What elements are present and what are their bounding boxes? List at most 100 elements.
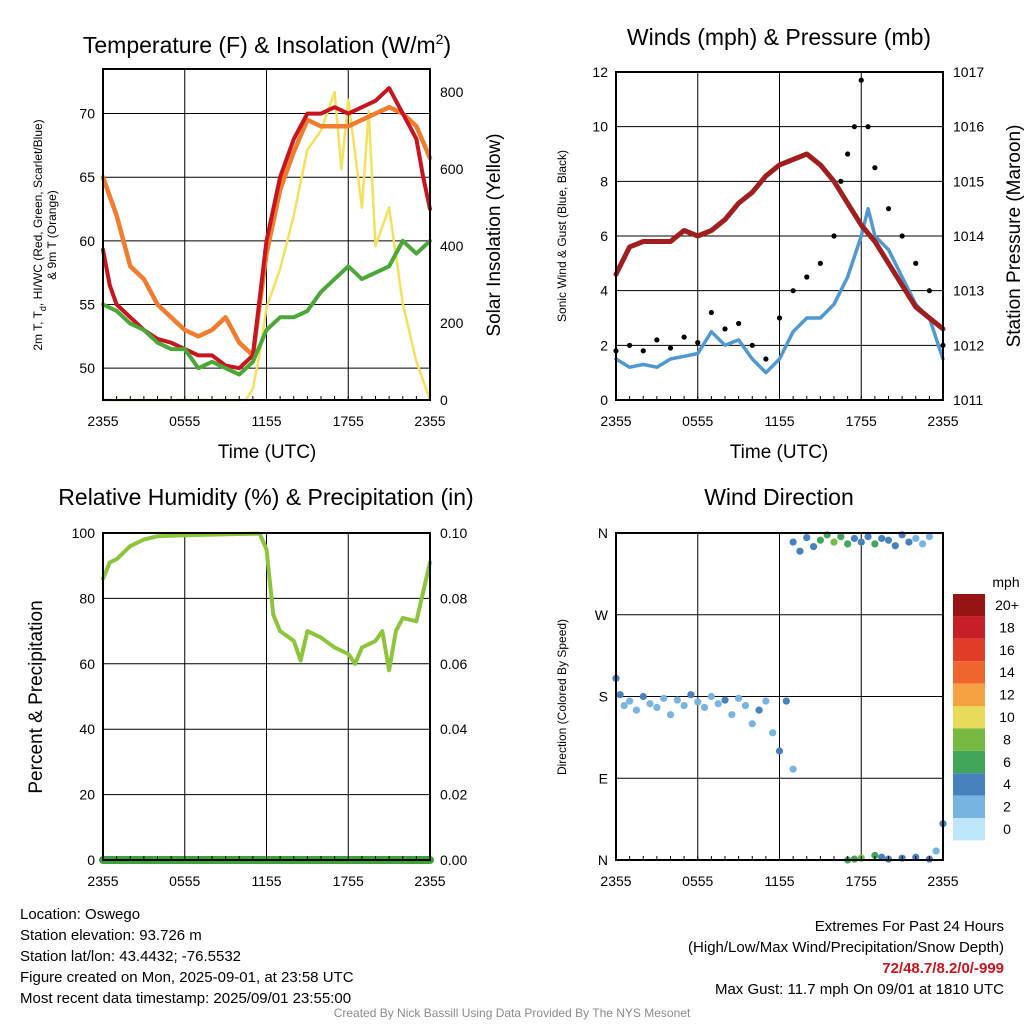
station-latlon: Station lat/lon: 43.4432; -76.5532 bbox=[20, 948, 242, 965]
dir-point bbox=[775, 747, 784, 755]
wind-title: Winds (mph) & Pressure (mb) bbox=[627, 24, 931, 50]
dir-point bbox=[884, 536, 893, 544]
dir-point bbox=[700, 703, 709, 712]
dir-point bbox=[789, 538, 797, 546]
dir-y-tick-label: E bbox=[599, 770, 608, 786]
wind-xlabel: Time (UTC) bbox=[730, 442, 829, 463]
rh-x-tick-label: 0555 bbox=[169, 873, 200, 889]
temp-y-tick-label: 50 bbox=[79, 360, 95, 376]
legend-label: 20+ bbox=[995, 597, 1019, 613]
wind-gust-point bbox=[865, 124, 871, 130]
wind-gust-point bbox=[790, 288, 796, 294]
wind-gust-point bbox=[736, 320, 742, 327]
wind-y2-tick-label: 1014 bbox=[953, 228, 984, 244]
wind-x-tick-label: 1755 bbox=[846, 413, 877, 429]
wind-y2-tick-label: 1016 bbox=[953, 119, 984, 135]
recent-timestamp: Most recent data timestamp: 2025/09/01 2… bbox=[20, 990, 352, 1007]
rh-title: Relative Humidity (%) & Precipitation (i… bbox=[58, 484, 473, 510]
legend-swatch bbox=[953, 616, 985, 639]
dir-point bbox=[769, 729, 777, 737]
legend-label: 16 bbox=[999, 642, 1015, 658]
temp-x-tick-label: 2355 bbox=[87, 413, 118, 429]
extremes-values: 72/48.7/8.2/0/-999 bbox=[882, 960, 1004, 977]
legend-swatch bbox=[953, 638, 985, 662]
dir-point bbox=[646, 700, 654, 708]
dir-point bbox=[755, 706, 763, 714]
dir-y-tick-label: N bbox=[598, 525, 608, 541]
wind-gust-point bbox=[627, 342, 633, 348]
wind-gust-point bbox=[913, 260, 919, 266]
legend-swatch bbox=[953, 795, 985, 818]
dir-point bbox=[932, 847, 940, 855]
legend-swatch bbox=[953, 773, 985, 796]
dir-point bbox=[626, 697, 634, 705]
dir-point bbox=[837, 533, 845, 541]
wind-gust-point bbox=[926, 288, 932, 294]
temp-xlabel: Time (UTC) bbox=[218, 442, 317, 463]
temp-y-tick-label: 60 bbox=[79, 233, 95, 249]
dir-point bbox=[721, 696, 729, 704]
dir-point bbox=[735, 694, 743, 702]
dir-plot-area bbox=[616, 533, 943, 860]
legend-swatch bbox=[953, 706, 985, 729]
temp-y2-tick-label: 800 bbox=[440, 84, 464, 100]
wind-y-tick-label: 10 bbox=[592, 119, 608, 135]
rh-y-tick-label: 0 bbox=[87, 852, 95, 868]
dir-point bbox=[782, 697, 790, 705]
dir-point bbox=[666, 711, 675, 719]
wind-gust-points bbox=[613, 77, 946, 362]
wind-y2-tick-label: 1015 bbox=[953, 173, 984, 189]
wind-y2-tick-label: 1017 bbox=[953, 64, 984, 80]
legend-label: 10 bbox=[999, 709, 1015, 725]
dir-point bbox=[809, 543, 818, 551]
dir-point bbox=[796, 547, 804, 555]
rh-y-tick-label: 100 bbox=[72, 525, 96, 541]
wind-y-tick-label: 6 bbox=[600, 228, 608, 244]
wind-x-tick-label: 2355 bbox=[600, 413, 631, 429]
rh-y2-tick-label: 0.02 bbox=[440, 787, 467, 803]
rh-x-tick-label: 1155 bbox=[251, 873, 281, 889]
credit-line: Created By Nick Bassill Using Data Provi… bbox=[333, 1006, 691, 1020]
station-info: Location: Oswego Station elevation: 93.7… bbox=[20, 904, 354, 1009]
dir-point bbox=[816, 536, 824, 544]
wind-gust-point bbox=[763, 356, 769, 362]
wind-plot-area bbox=[616, 72, 943, 400]
dir-point bbox=[680, 701, 688, 710]
legend-label: 4 bbox=[1003, 776, 1011, 792]
dir-point bbox=[925, 533, 933, 541]
dir-point bbox=[616, 691, 624, 699]
wind-x-tick-label: 0555 bbox=[682, 413, 713, 429]
wind-gust-point bbox=[817, 260, 823, 266]
temp-x-tick-label: 1755 bbox=[333, 413, 364, 429]
dir-point bbox=[673, 696, 681, 704]
dir-point bbox=[632, 706, 641, 714]
legend-label: 18 bbox=[999, 619, 1015, 635]
rh-ylabel: Percent & Precipitation bbox=[26, 600, 47, 793]
dir-point bbox=[871, 851, 879, 860]
dir-point bbox=[707, 692, 715, 701]
dir-point bbox=[803, 533, 811, 542]
wind-y2-tick-label: 1013 bbox=[953, 283, 984, 299]
rh-y2-tick-label: 0.06 bbox=[440, 656, 467, 672]
dir-point bbox=[857, 538, 865, 546]
wind-gust-point bbox=[851, 124, 858, 130]
dir-point bbox=[694, 698, 702, 706]
temp-y2label: Solar Insolation (Yellow) bbox=[484, 133, 505, 336]
wind-series-2 bbox=[613, 151, 946, 332]
dir-point bbox=[871, 540, 879, 548]
legend-swatch bbox=[953, 818, 985, 841]
temp-y-tick-label: 65 bbox=[79, 169, 95, 185]
temp-series-3 bbox=[101, 90, 432, 402]
wind-gust-point bbox=[722, 326, 728, 332]
wind-y-tick-label: 12 bbox=[592, 64, 608, 80]
legend-label: 14 bbox=[999, 664, 1015, 680]
wind-y2-tick-label: 1012 bbox=[953, 337, 984, 353]
dir-x-tick-label: 1155 bbox=[764, 873, 794, 889]
dir-point bbox=[905, 538, 913, 546]
temp-y-tick-label: 55 bbox=[79, 297, 95, 313]
legend-label: 6 bbox=[1003, 754, 1011, 770]
dir-point bbox=[620, 701, 628, 710]
temp-title: Temperature (F) & Insolation (W/m2) bbox=[83, 31, 451, 58]
temp-y2-tick-label: 0 bbox=[440, 392, 448, 408]
